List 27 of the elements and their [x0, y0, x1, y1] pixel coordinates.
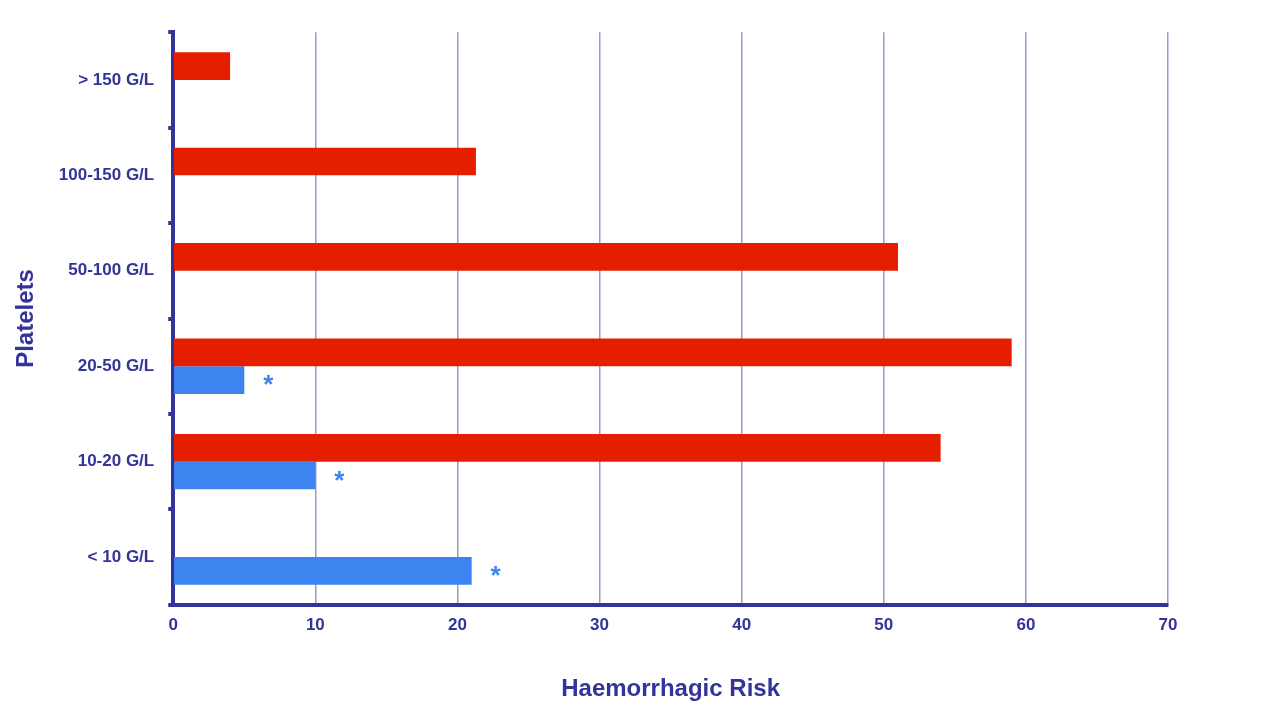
x-tick-label: 20 — [448, 614, 467, 634]
annotation: * — [334, 464, 346, 495]
y-axis-title: Platelets — [11, 269, 39, 368]
bar — [173, 461, 316, 490]
y-tick-label: < 10 G/L — [87, 546, 155, 566]
bar — [173, 366, 245, 394]
annotation: * — [263, 369, 275, 400]
annotation: * — [490, 560, 502, 591]
x-tick-label: 30 — [590, 614, 610, 634]
x-tick-label: 10 — [305, 614, 325, 634]
y-tick-label: 50-100 G/L — [68, 260, 155, 280]
y-tick-label: 20-50 G/L — [77, 355, 155, 375]
x-axis-title: Haemorrhagic Risk — [561, 674, 781, 702]
bar — [173, 52, 231, 80]
x-tick-label: 70 — [1158, 614, 1178, 634]
x-tick-label: 40 — [732, 614, 752, 634]
bar — [173, 557, 472, 585]
x-tick-label: 50 — [874, 614, 894, 634]
bar — [173, 243, 898, 271]
bar — [173, 338, 1012, 367]
bar — [173, 433, 941, 462]
bar — [173, 147, 476, 176]
y-tick-label: 10-20 G/L — [77, 451, 155, 471]
x-tick-label: 60 — [1016, 614, 1036, 634]
x-tick-label: 0 — [168, 614, 178, 634]
y-tick-label: 100-150 G/L — [58, 165, 155, 185]
y-tick-label: > 150 G/L — [78, 69, 155, 89]
